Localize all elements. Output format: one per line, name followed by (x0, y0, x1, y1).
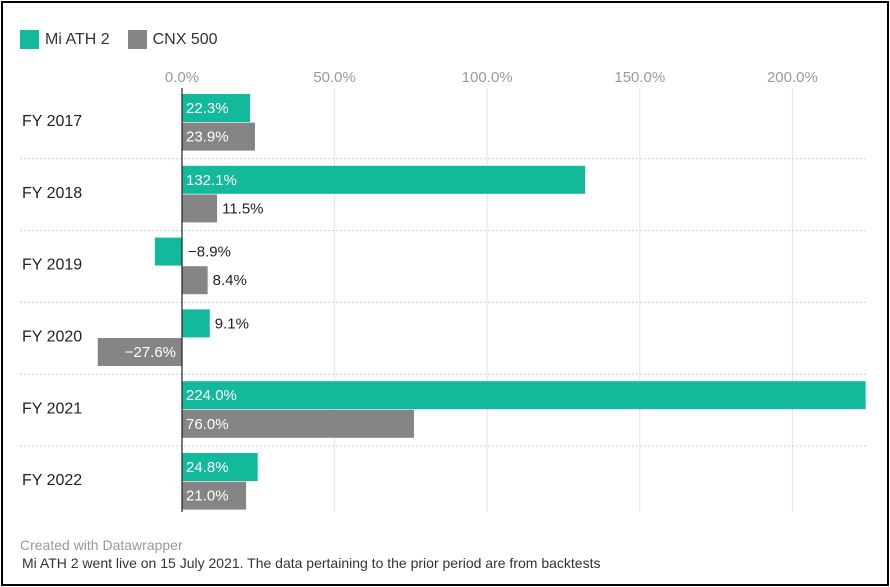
category-label: FY 2018 (22, 185, 82, 202)
bar (182, 381, 866, 410)
data-label: 132.1% (186, 172, 237, 189)
legend-swatch-cnx-500 (127, 30, 147, 49)
footer-credit: Created with Datawrapper (20, 537, 183, 553)
data-label: −27.6% (125, 344, 176, 361)
bar (182, 453, 258, 481)
bar (97, 338, 182, 366)
legend-label-mi-ath-2: Mi ATH 2 (45, 30, 110, 48)
data-label: 224.0% (186, 387, 237, 404)
footer-note: Mi ATH 2 went live on 15 July 2021. The … (22, 555, 601, 571)
category-label: FY 2021 (22, 400, 82, 417)
bar (182, 481, 247, 510)
bar (154, 237, 182, 266)
data-label: 76.0% (186, 416, 229, 433)
data-label: 11.5% (222, 200, 263, 217)
x-tick-label: 200.0% (767, 69, 818, 86)
data-label: 23.9% (186, 129, 229, 146)
data-label: 8.4% (213, 272, 247, 289)
category-label: FY 2020 (22, 329, 82, 346)
bar (182, 194, 218, 223)
bar (182, 165, 586, 194)
legend-swatch-mi-ath-2 (20, 30, 39, 49)
bar (182, 266, 208, 295)
data-label: −8.9% (188, 244, 231, 261)
category-label: FY 2022 (22, 472, 82, 489)
bar (182, 94, 251, 122)
data-label: 9.1% (215, 315, 249, 332)
category-label: FY 2017 (22, 113, 82, 130)
legend-item-mi-ath-2: Mi ATH 2 (20, 30, 110, 49)
x-tick-label: 50.0% (313, 69, 356, 86)
legend-item-cnx-500: CNX 500 (127, 30, 218, 49)
x-tick-label: 150.0% (614, 69, 665, 86)
data-label: 22.3% (186, 100, 229, 117)
x-tick-label: 100.0% (462, 69, 513, 86)
bar (182, 409, 414, 438)
category-label: FY 2019 (22, 257, 82, 274)
data-label: 21.0% (186, 488, 229, 505)
bar (182, 122, 255, 151)
bar (182, 309, 210, 338)
x-tick-label: 0.0% (165, 69, 199, 86)
legend-label-cnx-500: CNX 500 (152, 30, 218, 48)
legend: Mi ATH 2 CNX 500 (20, 30, 236, 49)
data-label: 24.8% (186, 459, 229, 476)
